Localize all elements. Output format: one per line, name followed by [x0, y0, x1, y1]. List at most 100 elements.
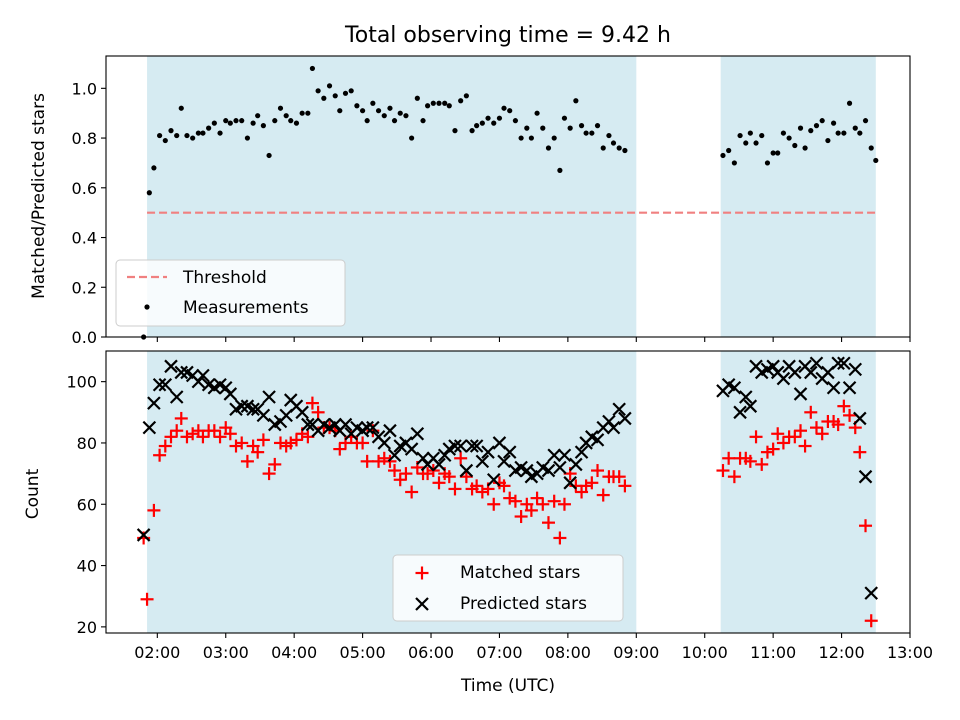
matched-stars-point — [448, 482, 462, 496]
predicted-stars-point — [301, 417, 315, 432]
matched-stars-point — [235, 436, 249, 450]
measurements-point — [792, 142, 798, 149]
predicted-stars-point — [142, 420, 157, 435]
predicted-stars-point — [739, 390, 753, 404]
legend-predicted-swatch — [415, 597, 429, 611]
predicted-stars-point — [733, 405, 747, 420]
matched-stars-point — [579, 479, 593, 493]
predicted-stars-point — [569, 457, 583, 472]
matched-stars-point — [470, 479, 484, 493]
x-tick-label: 12:00 — [819, 643, 865, 662]
y-tick-label: 0.2 — [72, 278, 97, 297]
predicted-stars-point — [606, 420, 621, 435]
matched-stars-point — [147, 503, 161, 517]
matched-stars-point — [831, 418, 845, 432]
measurements-point — [594, 123, 601, 129]
predicted-stars-point — [727, 381, 742, 395]
matched-stars-point — [553, 531, 567, 545]
x-tick-label: 08:00 — [545, 643, 591, 662]
measurements-point — [442, 100, 448, 106]
matched-stars-point — [454, 451, 468, 465]
legend-measurements-label: Measurements — [183, 298, 309, 318]
predicted-stars-point — [858, 469, 873, 484]
measurements-point — [534, 110, 540, 116]
measurements-point — [162, 137, 168, 144]
matched-stars-point — [497, 479, 511, 493]
measurements-point — [759, 132, 765, 139]
predicted-stars-point — [218, 381, 233, 395]
measurements-point — [359, 108, 366, 114]
measurements-point — [753, 140, 759, 146]
predicted-stars-point — [191, 374, 206, 389]
matched-stars-point — [432, 476, 446, 490]
matched-stars-point — [196, 430, 210, 444]
bottom-legend: Matched stars Predicted stars — [392, 554, 624, 622]
matched-stars-point — [186, 427, 200, 441]
measurements-point — [786, 135, 792, 141]
measurements-point — [610, 140, 617, 146]
measurements-point — [496, 115, 503, 121]
measurements-point — [190, 135, 196, 141]
measurements-point — [375, 108, 382, 114]
matched-stars-point — [612, 470, 626, 484]
matched-stars-point — [356, 436, 370, 450]
matched-stars-point — [618, 479, 632, 493]
matched-stars-point — [268, 457, 282, 471]
predicted-stars-point — [158, 377, 173, 392]
matched-stars-point — [251, 445, 265, 459]
measurements-point — [780, 130, 787, 136]
matched-stars-point — [284, 436, 298, 450]
predicted-stars-point — [147, 396, 161, 410]
measurements-point — [852, 125, 858, 131]
matched-stars-point — [722, 451, 736, 465]
measurements-point — [174, 132, 180, 139]
matched-stars-point — [207, 424, 221, 438]
y-tick-label: 100 — [66, 373, 97, 392]
measurements-point — [446, 103, 452, 109]
measurements-point — [452, 128, 458, 134]
matched-stars-point — [804, 405, 818, 419]
measurements-point — [764, 160, 771, 166]
matched-stars-point — [798, 439, 812, 453]
measurements-point — [551, 135, 557, 141]
y-tick-label: 60 — [77, 495, 97, 514]
matched-stars-point — [837, 399, 851, 413]
x-tick-label: 09:00 — [613, 643, 659, 662]
measurements-point — [195, 130, 201, 136]
measurements-point — [726, 147, 732, 154]
matched-stars-point — [771, 427, 785, 441]
measurements-point — [354, 103, 360, 109]
predicted-stars-point — [196, 368, 210, 383]
measurements-point — [277, 105, 284, 111]
top-legend-box — [115, 259, 346, 327]
measurements-point — [309, 65, 316, 72]
predicted-stars-point — [262, 390, 276, 404]
predicted-stars-point — [383, 423, 397, 438]
observing-window-shade — [720, 351, 876, 633]
predicted-stars-point — [831, 356, 845, 371]
matched-stars-point — [547, 494, 561, 508]
top-legend: Threshold Measurements — [115, 259, 346, 327]
measurements-point — [409, 135, 415, 141]
predicted-stars-point — [328, 417, 343, 432]
measurements-point — [862, 118, 869, 124]
predicted-stars-point — [377, 436, 392, 450]
matched-stars-point — [541, 516, 555, 530]
measurements-point — [420, 118, 426, 124]
matched-stars-point — [794, 424, 808, 438]
measurements-point — [211, 120, 217, 126]
predicted-stars-point — [743, 399, 758, 413]
measurements-point — [600, 145, 606, 151]
measurements-point — [528, 135, 534, 141]
measurements-point — [239, 118, 245, 124]
matched-stars-point — [164, 430, 178, 444]
measurements-point — [830, 120, 837, 126]
predicted-stars-point — [486, 472, 501, 487]
measurements-point — [857, 130, 863, 136]
measurements-point — [561, 115, 568, 121]
matched-stars-point — [393, 473, 407, 487]
predicted-stars-point — [404, 442, 419, 456]
predicted-stars-point — [547, 448, 561, 462]
predicted-stars-point — [416, 451, 430, 466]
